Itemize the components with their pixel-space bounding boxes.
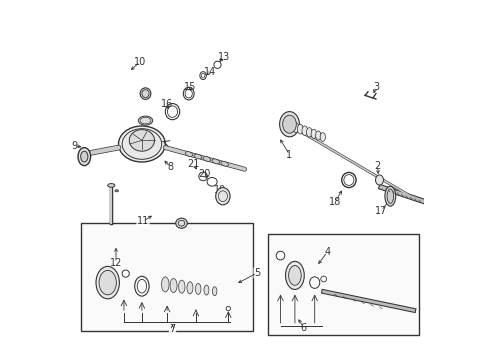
Ellipse shape — [306, 128, 311, 137]
Text: 21: 21 — [187, 159, 199, 169]
Bar — [81, 223, 253, 331]
Text: 7: 7 — [169, 324, 175, 334]
Text: 14: 14 — [203, 67, 215, 77]
Ellipse shape — [129, 130, 154, 151]
Text: 6: 6 — [300, 323, 306, 333]
Ellipse shape — [99, 270, 116, 295]
Text: 20: 20 — [198, 169, 210, 179]
Ellipse shape — [285, 261, 304, 289]
Ellipse shape — [212, 159, 219, 164]
Ellipse shape — [203, 285, 208, 295]
Ellipse shape — [96, 266, 119, 299]
Text: 13: 13 — [218, 52, 230, 62]
Text: 11: 11 — [137, 216, 149, 226]
Ellipse shape — [107, 184, 115, 187]
Ellipse shape — [161, 277, 169, 292]
Text: 17: 17 — [374, 206, 386, 216]
Ellipse shape — [78, 148, 90, 166]
Text: 12: 12 — [110, 258, 122, 268]
Ellipse shape — [185, 152, 192, 157]
Ellipse shape — [282, 115, 296, 133]
Ellipse shape — [384, 186, 395, 206]
Ellipse shape — [301, 126, 307, 135]
Ellipse shape — [122, 129, 162, 159]
Text: 10: 10 — [134, 57, 146, 67]
Ellipse shape — [212, 287, 217, 296]
Ellipse shape — [297, 124, 303, 134]
Ellipse shape — [203, 157, 210, 161]
Text: 15: 15 — [184, 82, 196, 92]
Bar — [267, 234, 418, 335]
Ellipse shape — [195, 283, 201, 294]
Text: 1: 1 — [286, 150, 292, 160]
Ellipse shape — [320, 132, 325, 141]
Ellipse shape — [375, 175, 383, 185]
Ellipse shape — [81, 151, 88, 162]
Ellipse shape — [215, 188, 230, 205]
Ellipse shape — [288, 266, 301, 285]
Text: 5: 5 — [253, 268, 260, 278]
Ellipse shape — [310, 129, 316, 139]
Text: 19: 19 — [214, 185, 226, 195]
Ellipse shape — [315, 131, 320, 140]
Text: 2: 2 — [374, 161, 380, 171]
Ellipse shape — [292, 123, 298, 132]
Text: 18: 18 — [328, 197, 341, 207]
Text: 4: 4 — [324, 247, 330, 257]
Text: 16: 16 — [161, 99, 173, 109]
Ellipse shape — [115, 190, 118, 192]
Ellipse shape — [138, 116, 152, 125]
Text: 3: 3 — [372, 82, 378, 92]
Ellipse shape — [175, 218, 187, 228]
Ellipse shape — [194, 154, 202, 159]
Ellipse shape — [142, 90, 149, 98]
Ellipse shape — [288, 121, 294, 131]
Ellipse shape — [140, 88, 151, 99]
Ellipse shape — [178, 280, 184, 293]
Text: 8: 8 — [167, 162, 173, 172]
Ellipse shape — [170, 279, 177, 293]
Ellipse shape — [221, 161, 228, 166]
Text: 9: 9 — [71, 141, 78, 151]
Ellipse shape — [118, 126, 165, 162]
Ellipse shape — [386, 189, 393, 203]
Ellipse shape — [279, 112, 299, 137]
Ellipse shape — [186, 282, 193, 294]
